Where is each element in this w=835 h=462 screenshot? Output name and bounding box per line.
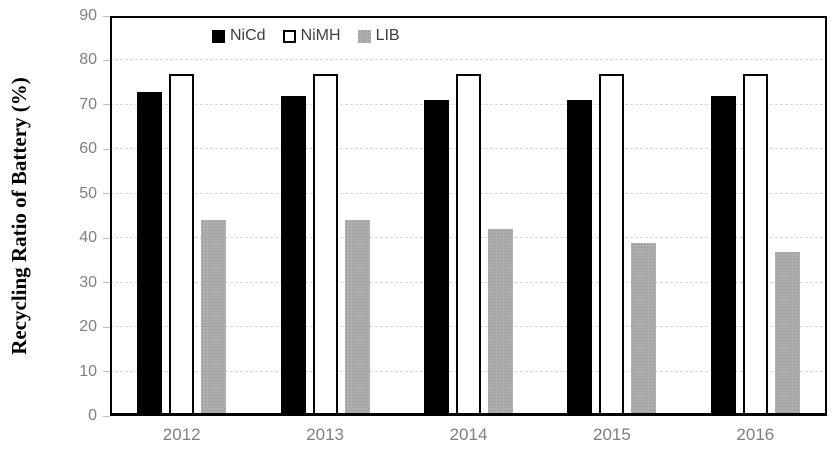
x-label-2015: 2015 (593, 425, 631, 444)
legend-item-nicd: NiCd (212, 27, 266, 45)
y-tick-label-40: 40 (79, 229, 97, 247)
bar-lib-2015 (631, 242, 657, 416)
bar-nicd-2015 (567, 100, 593, 416)
bar-nicd-2012 (137, 91, 163, 416)
legend-item-nimh: NiMH (282, 27, 341, 45)
legend-label-nicd: NiCd (230, 27, 266, 44)
bar-nimh-2013 (312, 73, 338, 416)
gridline-80 (110, 59, 827, 61)
bar-lib-2013 (344, 220, 370, 416)
y-tick-mark-50 (103, 193, 110, 195)
bar-group-2014 (397, 16, 540, 416)
y-axis-title: Recycling Ratio of Battery (%) (7, 77, 31, 355)
y-tick-mark-70 (103, 104, 110, 106)
y-axis-ticks: 0 10 20 30 40 50 60 70 80 90 (55, 7, 97, 424)
bar-lib-2014 (488, 229, 514, 416)
y-tick-mark-10 (103, 371, 110, 373)
x-label-2013: 2013 (306, 425, 345, 444)
legend-swatch-nimh-icon (282, 29, 296, 43)
y-tick-label-90: 90 (79, 7, 97, 24)
legend-label-nimh: NiMH (300, 27, 341, 44)
bar-group-2015 (540, 16, 683, 416)
bar-lib-2016 (774, 251, 800, 416)
y-tick-mark-30 (103, 282, 110, 284)
bar-nimh-2016 (742, 73, 768, 416)
legend-swatch-lib-icon (357, 29, 371, 43)
legend: NiCd NiMH LIB (212, 27, 400, 45)
legend-item-lib: LIB (357, 27, 400, 45)
bar-nicd-2016 (710, 96, 736, 416)
x-label-2016: 2016 (736, 425, 775, 444)
legend-label-lib: LIB (375, 27, 400, 44)
y-tick-mark-20 (103, 326, 110, 328)
plot-area (110, 16, 827, 416)
y-tick-label-60: 60 (79, 140, 97, 158)
bar-nimh-2012 (169, 73, 195, 416)
y-tick-mark-60 (103, 148, 110, 150)
bar-nicd-2013 (280, 96, 306, 416)
legend-swatch-nicd-icon (212, 29, 225, 43)
y-tick-label-20: 20 (79, 318, 97, 336)
y-tick-mark-80 (103, 59, 110, 61)
bar-group-2013 (253, 16, 396, 416)
bar-nimh-2015 (599, 73, 625, 416)
y-tick-label-50: 50 (79, 184, 97, 202)
bar-lib-2012 (201, 220, 227, 416)
y-axis-tickmarks (103, 15, 110, 417)
x-axis-labels: 2012 2013 2014 2015 2016 (110, 425, 827, 447)
y-tick-mark-0 (103, 415, 110, 417)
y-tick-label-30: 30 (79, 273, 97, 291)
x-label-2014: 2014 (449, 425, 488, 444)
bar-nimh-2014 (456, 73, 482, 416)
bar-group-2012 (110, 16, 253, 416)
bars-layer (110, 16, 827, 416)
bar-nicd-2014 (424, 100, 450, 416)
y-tick-mark-40 (103, 237, 110, 239)
x-label-2012: 2012 (162, 425, 201, 444)
y-tick-label-10: 10 (79, 362, 97, 380)
y-tick-mark-90 (103, 15, 110, 17)
y-tick-label-80: 80 (79, 51, 97, 69)
y-tick-label-70: 70 (79, 95, 97, 113)
bar-group-2016 (684, 16, 827, 416)
y-tick-label-0: 0 (88, 407, 97, 424)
